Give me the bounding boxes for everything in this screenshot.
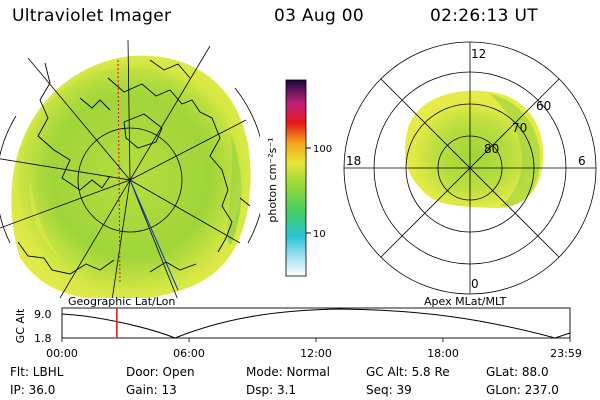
geographic-image	[0, 39, 260, 298]
x-tick-1200: 12:00	[300, 347, 332, 360]
colorbar-tick-10: 10	[313, 229, 326, 240]
door-value: Door: Open	[126, 365, 195, 379]
geographic-grid	[0, 39, 260, 298]
polar-grid	[343, 41, 597, 295]
filter-value: Flt: LBHL	[10, 365, 64, 379]
mlt-label-12: 12	[471, 47, 486, 61]
x-tick-0600: 06:00	[173, 347, 205, 360]
altitude-ymax: 9.0	[34, 308, 52, 321]
altitude-plot: GC Alt 9.0 1.8 00:00 06:00 12:00 18:00 2…	[14, 307, 582, 360]
x-tick-1800: 18:00	[427, 347, 459, 360]
altitude-axis-label: GC Alt	[14, 308, 27, 343]
altitude-ymin: 1.8	[34, 332, 52, 345]
colorbar-tick-100: 100	[313, 144, 332, 155]
dsp-value: Dsp: 3.1	[246, 383, 297, 397]
colorbar-gradient	[285, 79, 307, 277]
mlt-label-6: 6	[578, 154, 586, 168]
info-col-gcalt: GC Alt: 5.8 Re Seq: 39	[366, 363, 450, 399]
mode-value: Mode: Normal	[246, 365, 330, 379]
altitude-plot-frame	[61, 307, 571, 339]
glon-value: GLon: 237.0	[486, 383, 559, 397]
coastline	[17, 59, 251, 275]
info-col-glat: GLat: 88.0 GLon: 237.0	[486, 363, 559, 399]
colorbar-unit-label: photon cm⁻²s⁻¹	[266, 137, 279, 222]
mlt-label-18: 18	[346, 154, 361, 168]
ip-value: IP: 36.0	[10, 383, 56, 397]
info-col-door: Door: Open Gain: 13	[126, 363, 195, 399]
mlt-label-0: 0	[471, 277, 479, 291]
glat-value: GLat: 88.0	[486, 365, 549, 379]
colorbar: 100 10 photon cm⁻²s⁻¹	[266, 79, 332, 277]
date-label: 03 Aug 00	[274, 6, 364, 26]
x-tick-2359: 23:59	[550, 347, 582, 360]
gc-alt-value: GC Alt: 5.8 Re	[366, 365, 450, 379]
time-label: 02:26:13 UT	[430, 6, 538, 26]
mlat-label-60: 60	[536, 99, 551, 113]
seq-value: Seq: 39	[366, 383, 412, 397]
info-col-mode: Mode: Normal Dsp: 3.1	[246, 363, 330, 399]
geographic-caption: Geographic Lat/Lon	[68, 295, 176, 308]
app-title: Ultraviolet Imager	[12, 6, 172, 26]
mlat-label-80: 80	[484, 142, 499, 156]
altitude-curve	[61, 308, 571, 339]
mlat-label-70: 70	[512, 121, 527, 135]
polar-image: 12 18 6 0 60 70 80	[343, 41, 597, 295]
polar-caption: Apex MLat/MLT	[424, 295, 507, 308]
gain-value: Gain: 13	[126, 383, 177, 397]
info-col-filter: Flt: LBHL IP: 36.0	[10, 363, 63, 399]
x-tick-0000: 00:00	[46, 347, 78, 360]
